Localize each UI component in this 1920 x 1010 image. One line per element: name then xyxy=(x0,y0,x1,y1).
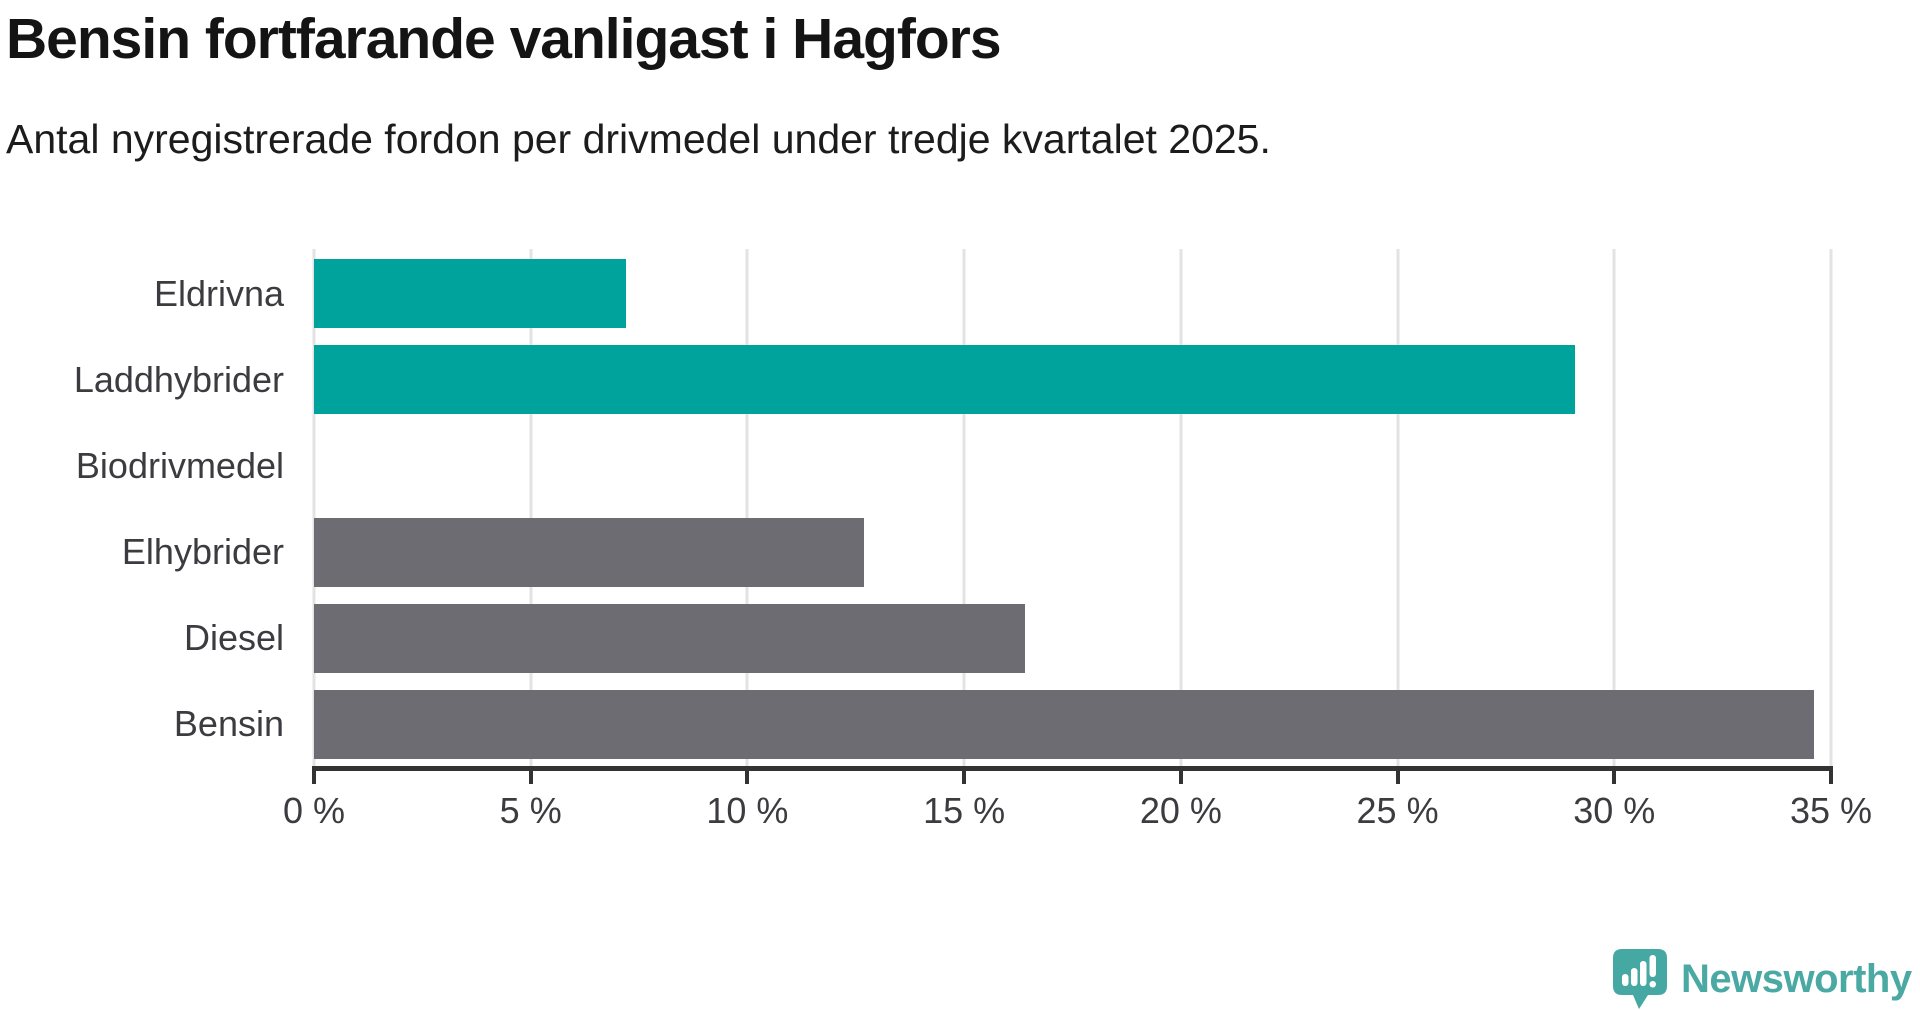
axis-tick-label: 10 % xyxy=(706,790,789,831)
gridline xyxy=(1396,249,1400,766)
category-labels: Eldrivna Laddhybrider Biodrivmedel Elhybrid… xyxy=(0,249,284,766)
brand-name: Newsworthy xyxy=(1681,956,1912,1001)
category-label: Diesel xyxy=(183,617,284,659)
brand-footer: Newsworthy xyxy=(1612,948,1912,1010)
axis-tick-label: 20 % xyxy=(1139,790,1222,831)
gridline xyxy=(1612,249,1616,766)
axis-tick-label: 15 % xyxy=(923,790,1006,831)
page-title: Bensin fortfarande vanligast i Hagfors xyxy=(6,7,1002,71)
gridline xyxy=(1829,249,1833,766)
x-axis-line xyxy=(312,766,1833,771)
category-label: Eldrivna xyxy=(153,272,284,314)
axis-tick-label: 5 % xyxy=(499,790,562,831)
bar xyxy=(314,259,627,328)
axis-tick-label: 25 % xyxy=(1356,790,1439,831)
gridline xyxy=(962,249,966,766)
gridline xyxy=(312,249,316,766)
gridline xyxy=(529,249,533,766)
axis-tick-label: 35 % xyxy=(1789,790,1873,831)
bar xyxy=(314,345,1576,415)
axis-tick xyxy=(1178,771,1183,784)
category-label: Bensin xyxy=(173,703,284,745)
gridline xyxy=(1179,249,1183,766)
bar xyxy=(314,603,1025,673)
gridline xyxy=(745,249,749,766)
category-label: Elhybrider xyxy=(121,531,284,572)
category-label: Laddhybrider xyxy=(73,358,284,400)
axis-tick-label: 0 % xyxy=(282,790,346,831)
axis-tick-label: 30 % xyxy=(1573,790,1656,831)
axis-tick xyxy=(528,771,533,784)
axis-tick xyxy=(1612,771,1617,784)
axis-tick xyxy=(312,771,316,784)
category-label: Biodrivmedel xyxy=(75,444,284,486)
chart-subtitle: Antal nyregistrerade fordon per drivmede… xyxy=(6,116,1271,162)
axis-tick xyxy=(745,771,750,784)
plot-area: 0 % 5 % 10 % 15 % 20 % 25 % 30 % 35 % xyxy=(283,249,1872,831)
axis-tick xyxy=(1395,771,1400,784)
bar xyxy=(314,517,865,587)
newsworthy-logo-icon xyxy=(1613,949,1667,1009)
axis-tick xyxy=(962,771,967,784)
axis-tick xyxy=(1829,771,1833,784)
bar xyxy=(314,689,1814,759)
